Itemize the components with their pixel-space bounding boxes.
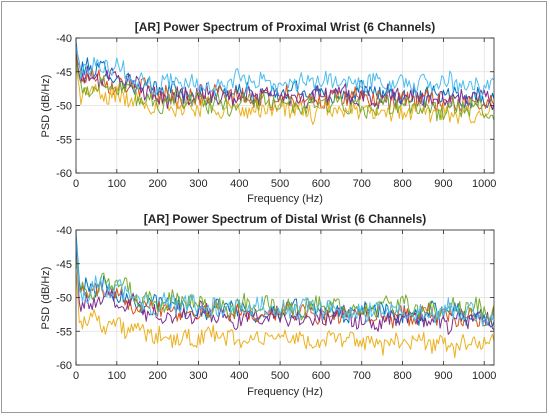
x-tick-label: 200 — [148, 370, 166, 382]
series-group — [76, 233, 494, 359]
x-tick-label: 200 — [148, 178, 166, 190]
x-tick-label: 0 — [73, 178, 79, 190]
series-line — [76, 256, 494, 322]
x-tick-label: 700 — [353, 370, 371, 382]
x-axis-label: Frequency (Hz) — [247, 386, 323, 398]
x-tick-label: 800 — [393, 370, 411, 382]
x-tick-label: 400 — [230, 370, 248, 382]
x-tick-label: 100 — [108, 370, 126, 382]
y-tick-label: -40 — [56, 33, 72, 45]
y-tick-label: -50 — [56, 293, 72, 305]
x-tick-label: 600 — [312, 370, 330, 382]
x-tick-label: 900 — [434, 370, 452, 382]
series-line — [76, 44, 494, 99]
x-axis-label: Frequency (Hz) — [247, 193, 323, 205]
series-line — [76, 233, 494, 328]
y-tick-label: -45 — [56, 67, 72, 79]
series-line — [76, 236, 494, 327]
chart-title: [AR] Power Spectrum of Proximal Wrist (6… — [135, 20, 436, 34]
x-tick-label: 100 — [108, 178, 126, 190]
grid — [75, 37, 494, 174]
y-tick-label: -50 — [56, 101, 72, 113]
x-tick-label: 1000 — [472, 178, 496, 190]
series-group — [76, 41, 494, 125]
x-tick-label: 1000 — [472, 370, 496, 382]
series-line — [76, 51, 494, 113]
x-tick-label: 500 — [271, 178, 289, 190]
y-tick-label: -40 — [56, 225, 72, 237]
series-line — [76, 243, 494, 329]
y-tick-label: -55 — [56, 326, 72, 338]
y-tick-label: -55 — [56, 134, 72, 146]
plot-distal-wrist: [AR] Power Spectrum of Distal Wrist (6 C… — [40, 212, 496, 398]
x-tick-label: 300 — [189, 370, 207, 382]
y-axis-label: PSD (dB/Hz) — [40, 75, 52, 138]
x-tick-label: 600 — [312, 178, 330, 190]
x-tick-label: 700 — [353, 178, 371, 190]
plot-proximal-wrist: [AR] Power Spectrum of Proximal Wrist (6… — [40, 20, 496, 205]
y-tick-label: -45 — [56, 259, 72, 271]
series-line — [76, 250, 494, 335]
x-tick-label: 300 — [189, 178, 207, 190]
x-tick-label: 400 — [230, 178, 248, 190]
x-tick-label: 500 — [271, 370, 289, 382]
x-tick-label: 0 — [73, 370, 79, 382]
y-tick-label: -60 — [56, 360, 72, 372]
y-tick-label: -60 — [56, 168, 72, 180]
chart-title: [AR] Power Spectrum of Distal Wrist (6 C… — [144, 212, 427, 226]
series-line — [76, 58, 494, 122]
x-tick-label: 800 — [393, 178, 411, 190]
series-line — [76, 270, 494, 359]
y-axis-label: PSD (dB/Hz) — [40, 267, 52, 330]
x-tick-label: 900 — [434, 178, 452, 190]
